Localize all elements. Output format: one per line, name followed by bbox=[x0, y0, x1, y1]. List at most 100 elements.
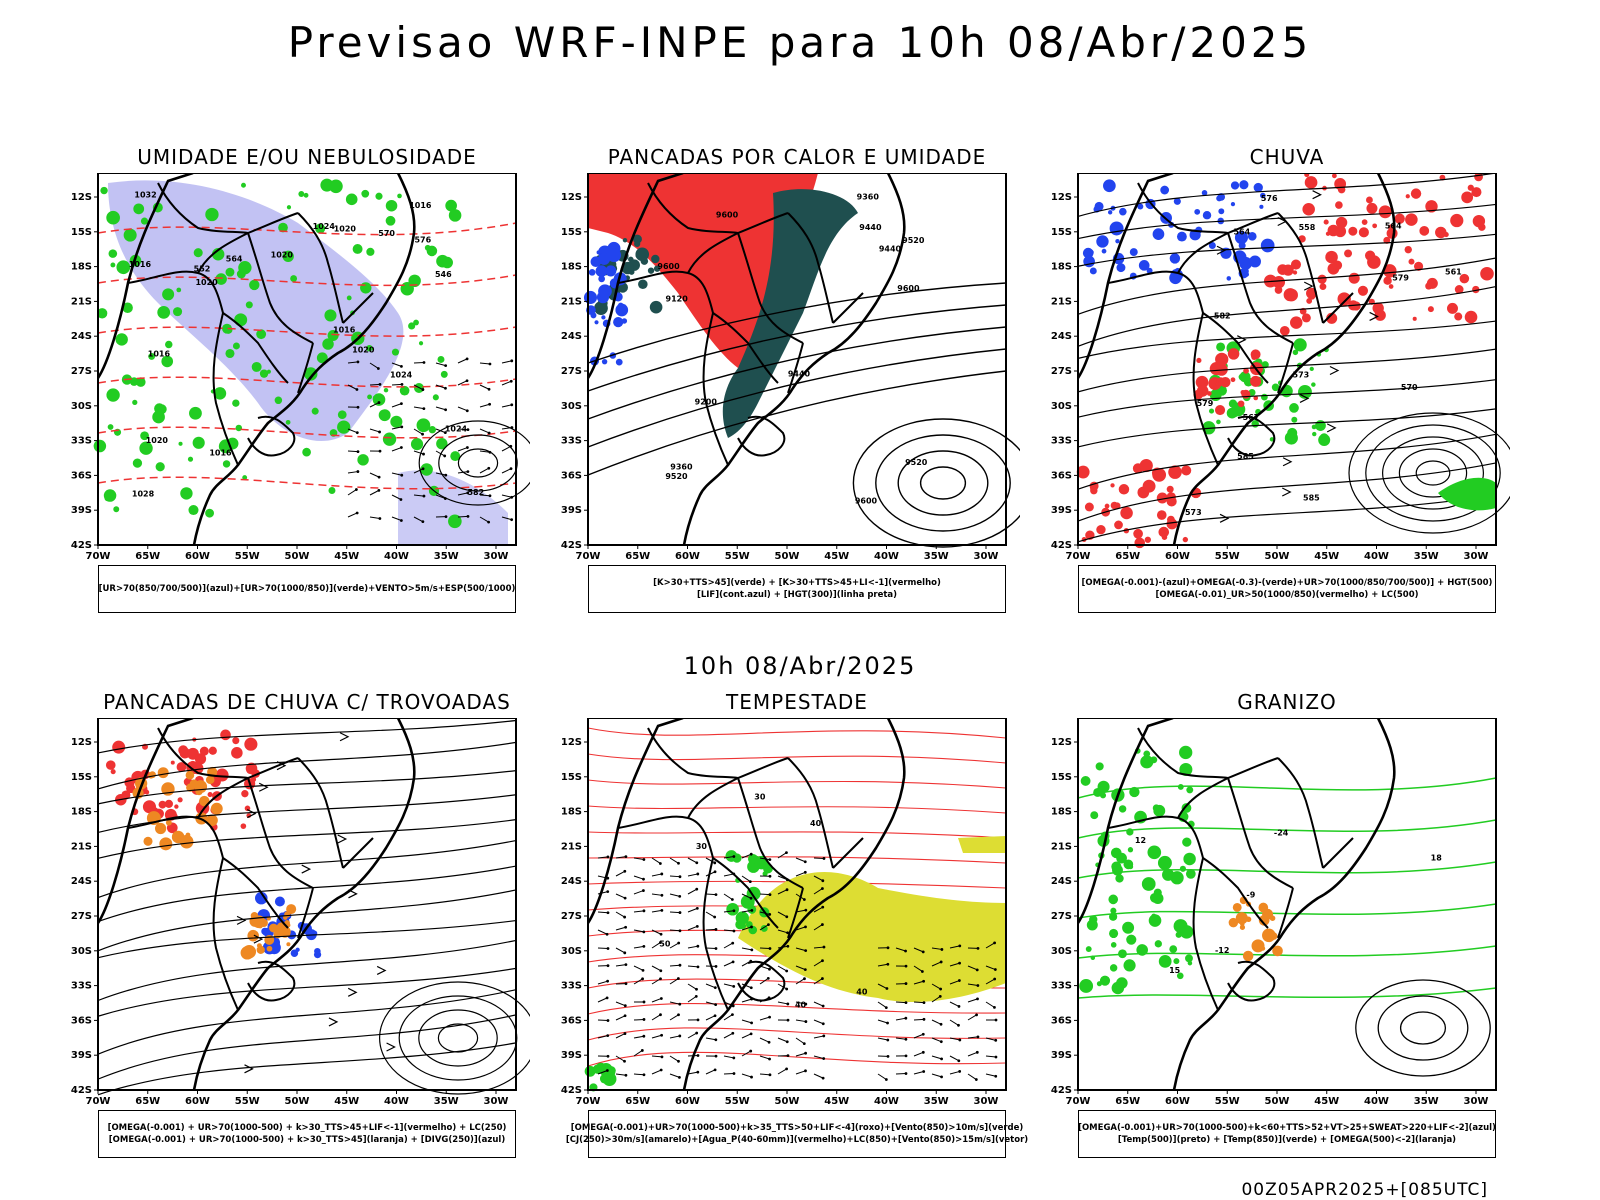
lon-tick-label: 50W bbox=[775, 1096, 800, 1107]
state-border bbox=[1227, 960, 1276, 1002]
lon-tick-label: 45W bbox=[824, 1096, 849, 1107]
panel-title: PANCADAS POR CALOR E UMIDADE bbox=[607, 145, 987, 169]
state-border bbox=[787, 887, 804, 939]
state-border bbox=[1277, 212, 1324, 324]
legend-line: [OMEGA(-0.001)-(azul)+OMEGA(-0.3)-(verde… bbox=[1081, 578, 1493, 588]
state-border bbox=[1227, 415, 1276, 457]
contour-label: 1016 bbox=[209, 448, 232, 457]
lon-tick-label: 60W bbox=[1165, 551, 1190, 562]
lon-tick-label: 35W bbox=[924, 551, 949, 562]
map-granizo: -9 12 15 18 -12 -24 12S 15S 18S 21S 24S 27S 30S 33S 36… bbox=[1051, 718, 1497, 1107]
panel-title: UMIDADE E/OU NEBULOSIDADE bbox=[137, 145, 477, 169]
lat-tick-label: 18S bbox=[561, 262, 582, 273]
state-border bbox=[342, 837, 374, 869]
lat-tick-label: 12S bbox=[1051, 192, 1072, 203]
lat-tick-label: 33S bbox=[1051, 981, 1072, 992]
contour-label: 582 bbox=[1214, 312, 1231, 321]
contour-label: 9440 bbox=[788, 369, 811, 378]
lon-tick-label: 40W bbox=[384, 1096, 409, 1107]
state-border bbox=[1227, 777, 1294, 889]
contour-label: 570 bbox=[378, 229, 395, 238]
lon-tick-label: 40W bbox=[1364, 1096, 1389, 1107]
lat-tick-label: 21S bbox=[561, 296, 582, 307]
state-border bbox=[1277, 887, 1294, 939]
lat-tick-label: 18S bbox=[71, 262, 92, 273]
state-border bbox=[712, 857, 779, 929]
lon-tick-label: 65W bbox=[1115, 551, 1140, 562]
lat-tick-label: 36S bbox=[1051, 1015, 1072, 1026]
lat-tick-label: 42S bbox=[71, 1085, 92, 1096]
forecast-time-label: 10h 08/Abr/2025 bbox=[683, 652, 917, 680]
lon-tick-label: 45W bbox=[334, 1096, 359, 1107]
contour-label: 1016 bbox=[409, 201, 432, 210]
legend-line: [OMEGA(-0.001) + UR>70(1000-500) + k>30_… bbox=[107, 1123, 507, 1133]
lat-tick-label: 12S bbox=[561, 192, 582, 203]
lon-tick-label: 65W bbox=[625, 551, 650, 562]
contour-label: 9120 bbox=[666, 295, 689, 304]
lon-tick-label: 70W bbox=[1066, 551, 1091, 562]
state-border bbox=[647, 182, 739, 234]
contour-label: 12 bbox=[1135, 836, 1146, 845]
state-border bbox=[1277, 342, 1294, 394]
state-border bbox=[832, 292, 864, 324]
state-border bbox=[617, 815, 714, 859]
contour-label: 576 bbox=[1261, 194, 1278, 203]
lat-tick-label: 33S bbox=[71, 436, 92, 447]
contour-label: 9440 bbox=[879, 245, 902, 254]
state-border bbox=[247, 960, 296, 1002]
map-pancadas_calor: 9600960096009600952095209520944094409440… bbox=[561, 173, 1020, 562]
legend-box: [K>30+TTS>45](verde) + [K>30+TTS>45+LI<-… bbox=[588, 565, 1006, 613]
legend-line: [CJ(250)>30m/s](amarelo)+[Agua_P(40-60mm… bbox=[565, 1135, 1029, 1145]
lat-tick-label: 39S bbox=[1051, 505, 1072, 516]
lat-tick-label: 39S bbox=[561, 505, 582, 516]
lat-tick-label: 24S bbox=[71, 331, 92, 342]
state-border bbox=[1192, 857, 1219, 1011]
state-border bbox=[832, 837, 864, 869]
contour-label: 1028 bbox=[132, 490, 155, 499]
lon-tick-label: 55W bbox=[725, 551, 750, 562]
lat-tick-label: 21S bbox=[1051, 296, 1072, 307]
contour-label: 576 bbox=[414, 236, 431, 245]
contour-label: 9600 bbox=[716, 211, 739, 220]
lat-tick-label: 24S bbox=[561, 876, 582, 887]
contour-label: 1024 bbox=[313, 222, 336, 231]
panel-trovoadas: PANCADAS DE CHUVA C/ TROVOADAS 12S 15S 18S 2… bbox=[70, 690, 530, 1160]
lat-tick-label: 36S bbox=[71, 1015, 92, 1026]
lon-tick-label: 60W bbox=[675, 1096, 700, 1107]
contour-label: 582 bbox=[467, 488, 484, 497]
contour-label: 1016 bbox=[129, 260, 152, 269]
state-border bbox=[737, 232, 804, 344]
panel-tempestade: TEMPESTADE 50 40 40 30 40 30 12S 15S 18S 21S 24S 27S… bbox=[560, 690, 1028, 1160]
panel-umidade: UMIDADE E/OU NEBULOSIDADE 1016 1016 1016 102… bbox=[70, 145, 530, 615]
state-border bbox=[297, 212, 344, 324]
panel-granizo: GRANIZO -9 12 15 18 -12 -24 12S 15S 18S 21S 24S 27S 3… bbox=[1050, 690, 1510, 1160]
state-border bbox=[212, 312, 239, 466]
state-border bbox=[787, 342, 804, 394]
contour-label: 1016 bbox=[333, 326, 356, 335]
contour-label: 40 bbox=[856, 988, 868, 997]
lon-tick-label: 55W bbox=[1215, 1096, 1240, 1107]
state-border bbox=[1322, 292, 1354, 324]
lat-tick-label: 39S bbox=[71, 1050, 92, 1061]
contour-label: 558 bbox=[1299, 223, 1316, 232]
legend-line: [UR>70(850/700/500)](azul)+[UR>70(1000/8… bbox=[98, 584, 516, 594]
lat-tick-label: 24S bbox=[1051, 876, 1072, 887]
legend-line: [OMEGA(-0.001) + UR>70(1000-500) + k>30_… bbox=[108, 1135, 506, 1145]
contour-label: 9520 bbox=[665, 472, 688, 481]
legend-line: [OMEGA(-0.001)+UR>70(1000-500)+k<60+TTS>… bbox=[1078, 1123, 1496, 1133]
contour-label: 1020 bbox=[334, 225, 357, 234]
state-border bbox=[297, 342, 314, 394]
contour-label: 1024 bbox=[390, 370, 413, 379]
lon-tick-label: 40W bbox=[874, 1096, 899, 1107]
contour-label: 9600 bbox=[897, 284, 920, 293]
lon-tick-label: 45W bbox=[1314, 1096, 1339, 1107]
map-frame bbox=[1077, 173, 1497, 546]
lat-tick-label: 12S bbox=[71, 192, 92, 203]
state-border bbox=[222, 312, 289, 384]
contour-label: 570 bbox=[1401, 383, 1418, 392]
lat-tick-label: 27S bbox=[1051, 366, 1072, 377]
lon-tick-label: 45W bbox=[1314, 551, 1339, 562]
legend-line: [Temp(500)](preto) + [Temp(850)](verde) … bbox=[1117, 1135, 1457, 1145]
contour-label: 9600 bbox=[855, 497, 878, 506]
